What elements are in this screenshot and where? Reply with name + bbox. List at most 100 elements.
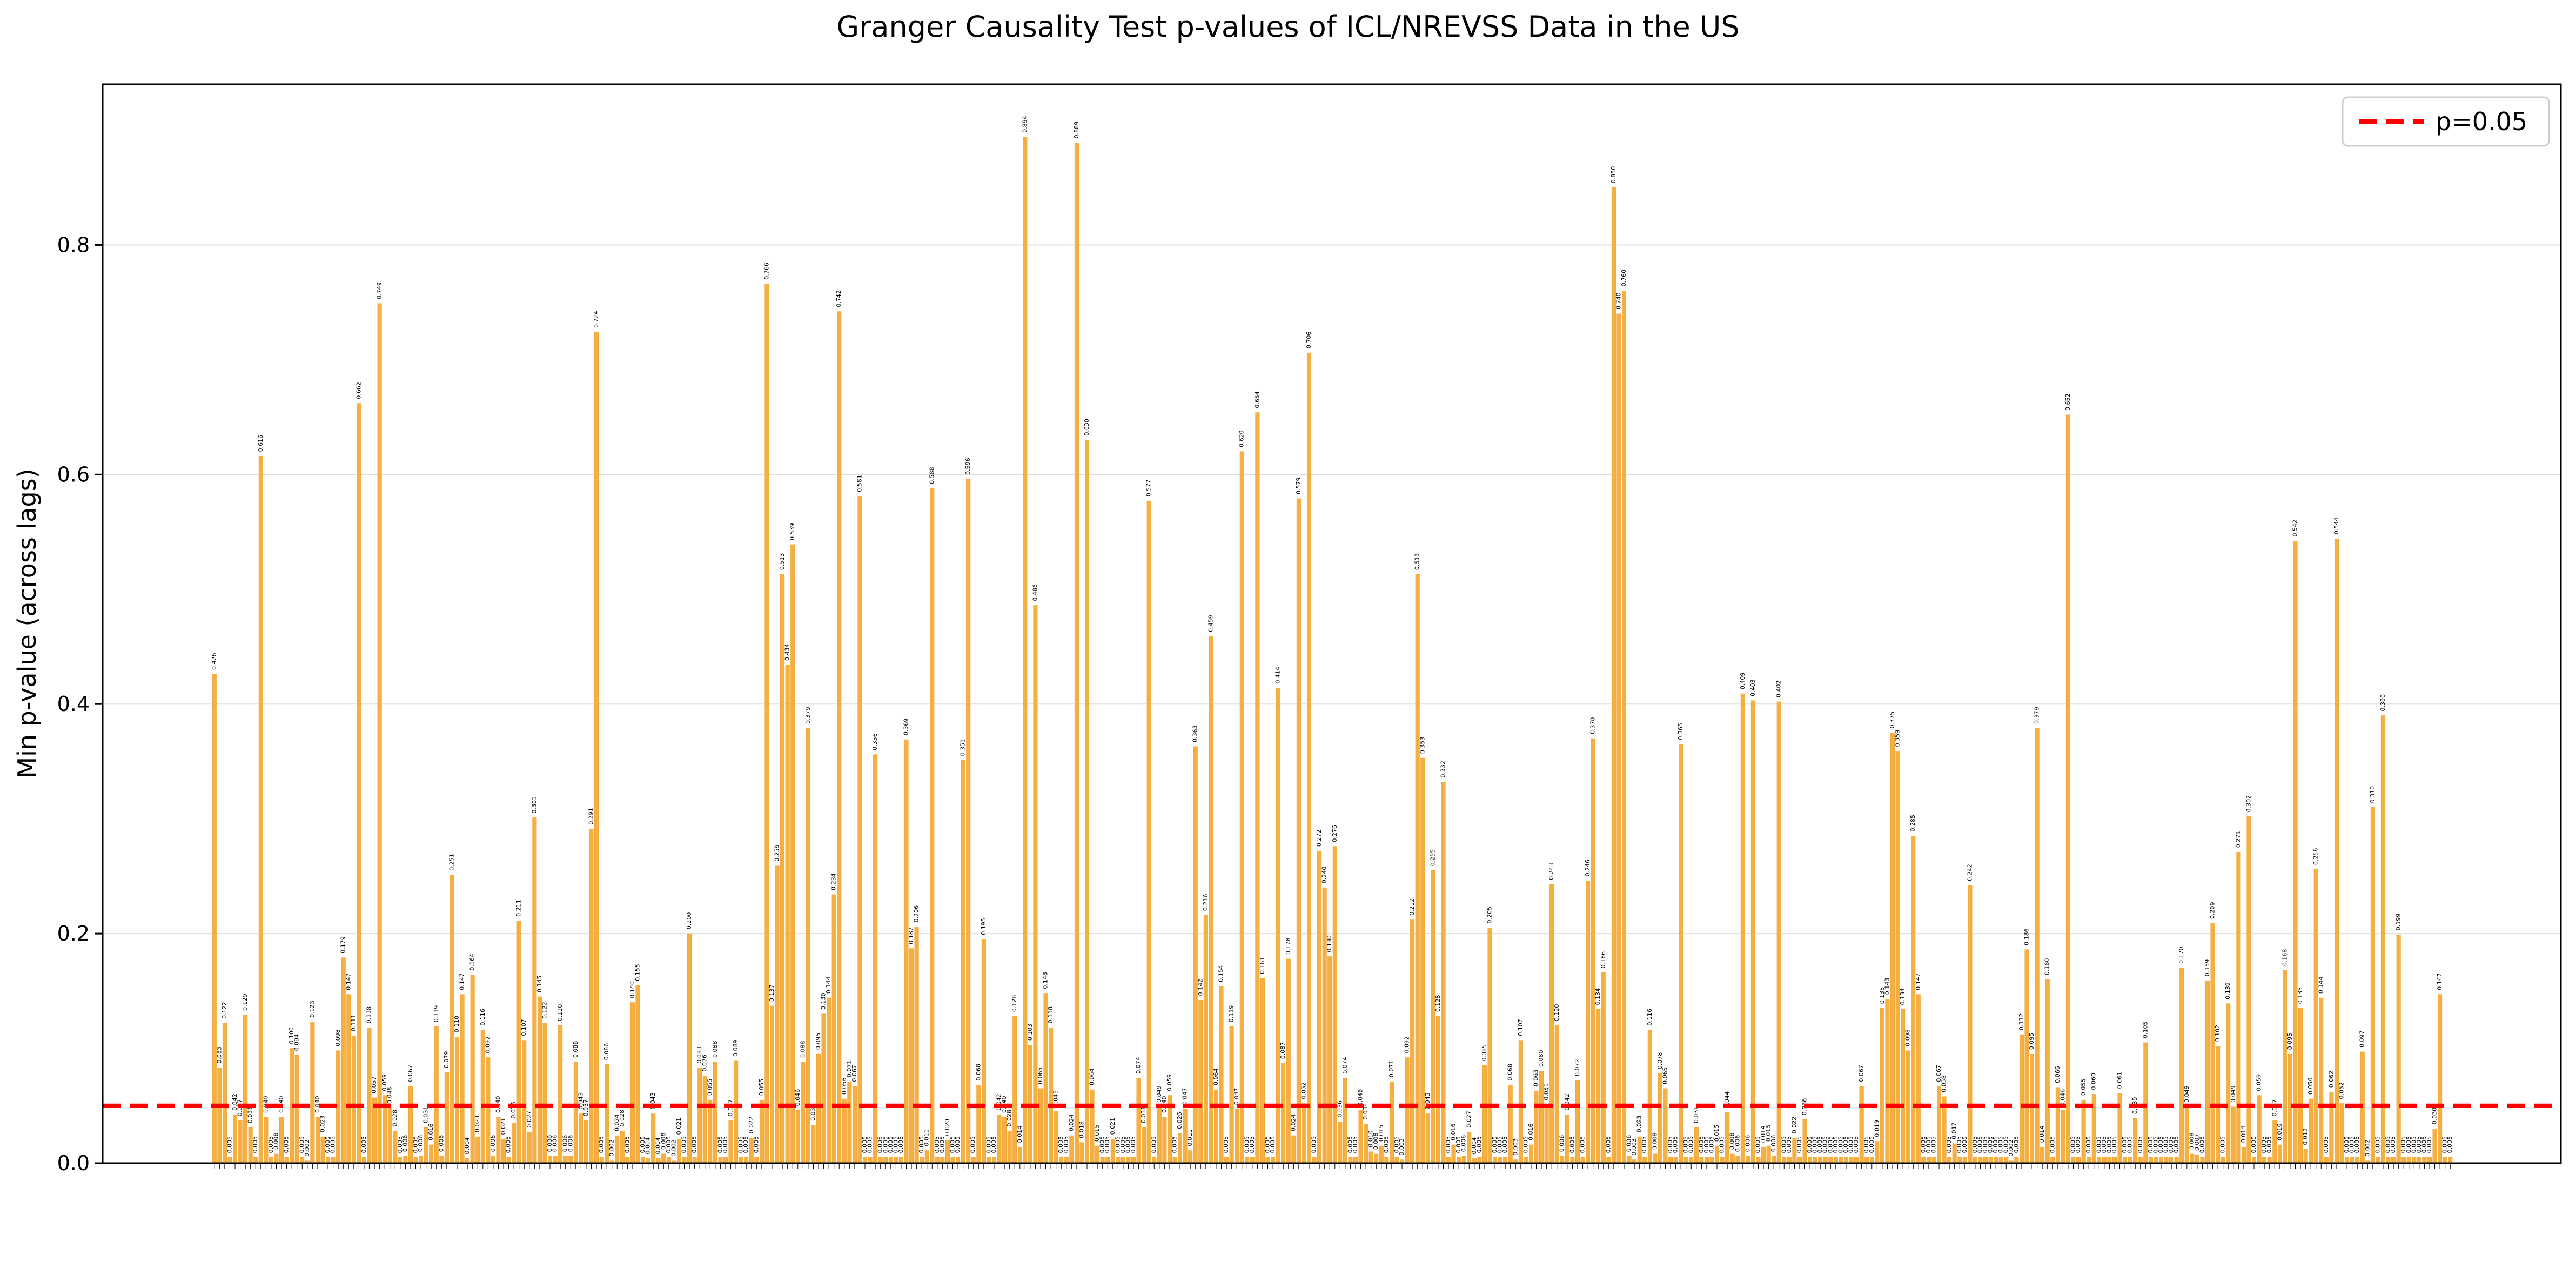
bar-210 xyxy=(1296,498,1301,1164)
bar-157 xyxy=(1023,137,1028,1164)
bar-value-label-238: 0.332 xyxy=(1439,761,1446,778)
bar-value-label-412: 0.052 xyxy=(2338,1082,2345,1099)
bar-value-label-250: 0.005 xyxy=(1501,1136,1508,1153)
bar-186 xyxy=(1172,1157,1177,1164)
bar-140 xyxy=(935,1157,940,1164)
bar-282 xyxy=(1668,1157,1673,1164)
bar-96 xyxy=(708,1099,713,1164)
bar-value-label-111: 0.434 xyxy=(784,643,791,661)
bar-value-label-345: 0.005 xyxy=(1992,1136,1999,1153)
bar-value-label-150: 0.005 xyxy=(985,1136,992,1153)
bar-value-label-338: 0.005 xyxy=(1956,1136,1963,1153)
bar-135 xyxy=(909,948,914,1164)
bar-354 xyxy=(2040,1146,2045,1164)
bar-value-label-52: 0.116 xyxy=(479,1009,486,1026)
bar-247 xyxy=(1487,928,1492,1164)
bar-334 xyxy=(1936,1086,1942,1164)
bar-58 xyxy=(512,1123,516,1164)
bar-139 xyxy=(930,488,935,1164)
bar-value-label-225: 0.008 xyxy=(1372,1133,1379,1150)
bar-229 xyxy=(1394,1157,1399,1164)
bar-value-label-26: 0.147 xyxy=(345,973,352,990)
bar-366 xyxy=(2102,1157,2107,1164)
bar-value-label-204: 0.005 xyxy=(1264,1136,1271,1153)
bar-value-label-94: 0.083 xyxy=(696,1046,703,1064)
bar-268 xyxy=(1596,1009,1601,1164)
bar-119 xyxy=(827,997,831,1164)
bar-value-label-16: 0.094 xyxy=(293,1034,300,1051)
bar-340 xyxy=(1968,885,1973,1164)
bar-value-label-344: 0.005 xyxy=(1987,1136,1994,1153)
bar-value-label-134: 0.369 xyxy=(902,719,909,736)
bar-value-label-29: 0.005 xyxy=(360,1136,367,1153)
bar-value-label-105: 0.005 xyxy=(753,1136,760,1153)
y-tick-label-4: 0.8 xyxy=(57,233,90,257)
bar-value-label-240: 0.016 xyxy=(1450,1124,1457,1141)
bar-value-label-201: 0.005 xyxy=(1249,1136,1256,1153)
bar-333 xyxy=(1931,1157,1936,1164)
bar-177 xyxy=(1126,1157,1131,1164)
bar-value-label-355: 0.160 xyxy=(2044,958,2051,976)
bar-value-label-161: 0.148 xyxy=(1042,972,1049,989)
bar-value-label-130: 0.005 xyxy=(882,1136,889,1153)
bar-326 xyxy=(1895,751,1900,1164)
bar-218 xyxy=(1338,1122,1343,1164)
bar-value-label-432: 0.005 xyxy=(2441,1136,2448,1153)
bar-value-label-417: 0.002 xyxy=(2364,1139,2371,1157)
bar-value-label-141: 0.005 xyxy=(938,1136,945,1153)
bar-296 xyxy=(1740,693,1745,1164)
bar-value-label-319: 0.067 xyxy=(1858,1065,1865,1082)
bar-192 xyxy=(1203,915,1208,1164)
bar-value-label-156: 0.014 xyxy=(1016,1126,1023,1143)
bar-292 xyxy=(1720,1157,1725,1164)
bar-value-label-47: 0.110 xyxy=(453,1016,460,1033)
bar-value-label-431: 0.147 xyxy=(2436,973,2443,990)
bar-value-label-317: 0.005 xyxy=(1848,1136,1855,1153)
bar-value-label-19: 0.123 xyxy=(308,1001,316,1018)
bar-value-label-27: 0.111 xyxy=(350,1015,357,1032)
bar-70 xyxy=(573,1062,578,1164)
bar-297 xyxy=(1746,1156,1750,1164)
bar-value-label-263: 0.005 xyxy=(1568,1136,1575,1153)
bar-144 xyxy=(956,1157,961,1164)
bar-83 xyxy=(641,1157,646,1164)
bar-value-label-332: 0.005 xyxy=(1925,1136,1932,1153)
bar-value-label-162: 0.118 xyxy=(1047,1006,1054,1024)
bar-71 xyxy=(579,1113,583,1164)
bar-384 xyxy=(2195,1155,2199,1164)
bar-value-label-211: 0.052 xyxy=(1300,1082,1307,1099)
bar-value-label-262: 0.042 xyxy=(1564,1093,1571,1111)
bar-value-label-166: 0.024 xyxy=(1068,1115,1075,1132)
bar-value-label-304: 0.005 xyxy=(1780,1136,1787,1153)
bar-value-label-315: 0.005 xyxy=(1837,1136,1844,1153)
bar-value-label-25: 0.179 xyxy=(340,936,347,954)
bar-214 xyxy=(1317,850,1322,1164)
bar-value-label-323: 0.135 xyxy=(1879,987,1886,1004)
bar-value-label-388: 0.102 xyxy=(2214,1025,2221,1042)
bar-value-label-212: 0.706 xyxy=(1305,332,1312,349)
bar-288 xyxy=(1699,1157,1704,1164)
bar-378 xyxy=(2164,1157,2169,1164)
bar-352 xyxy=(2030,1053,2035,1164)
bar-value-label-102: 0.005 xyxy=(737,1136,744,1153)
bar-value-label-76: 0.086 xyxy=(603,1043,610,1060)
bar-387 xyxy=(2210,923,2215,1164)
bar-value-label-193: 0.459 xyxy=(1207,615,1214,632)
bar-value-label-48: 0.147 xyxy=(459,973,466,990)
bar-value-label-198: 0.047 xyxy=(1233,1088,1240,1105)
bar-78 xyxy=(615,1135,620,1164)
bar-value-label-28: 0.662 xyxy=(355,382,362,399)
bar-value-label-34: 0.048 xyxy=(386,1087,393,1104)
bar-value-label-411: 0.544 xyxy=(2333,518,2340,535)
bar-425 xyxy=(2406,1157,2411,1164)
bar-63 xyxy=(537,996,542,1164)
bar-value-label-168: 0.018 xyxy=(1078,1121,1085,1138)
bar-231 xyxy=(1405,1057,1410,1164)
bar-360 xyxy=(2071,1157,2076,1164)
bar-value-label-216: 0.180 xyxy=(1326,935,1333,952)
bar-value-label-292: 0.005 xyxy=(1719,1136,1726,1153)
bar-145 xyxy=(961,760,965,1164)
bar-value-label-192: 0.216 xyxy=(1202,894,1209,911)
bar-175 xyxy=(1116,1157,1121,1164)
bar-value-label-258: 0.051 xyxy=(1543,1083,1550,1100)
